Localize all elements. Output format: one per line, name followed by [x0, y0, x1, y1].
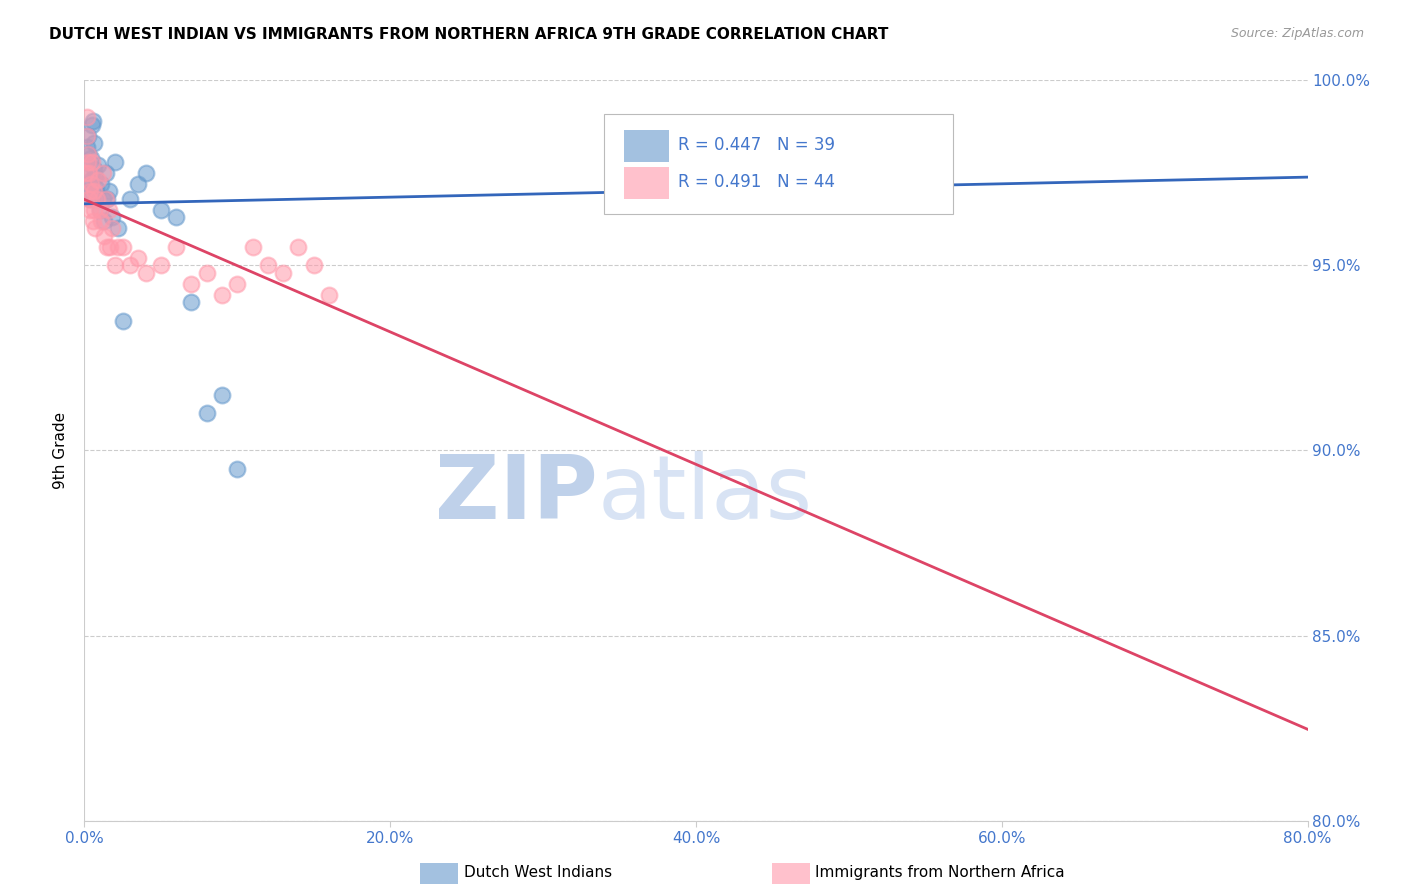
Point: [165, 211, 187, 225]
Point: [960, 62, 983, 77]
Point: [211, 288, 233, 302]
Point: [84, 169, 107, 184]
Point: [77, 177, 100, 191]
Point: [83, 202, 105, 217]
Point: [87, 158, 110, 172]
Point: [77, 192, 100, 206]
Point: [149, 258, 172, 272]
Text: ZIP: ZIP: [436, 451, 598, 539]
Point: [226, 462, 249, 476]
Point: [97, 184, 120, 198]
Point: [120, 258, 142, 272]
Point: [83, 184, 105, 198]
Point: [96, 240, 118, 254]
Point: [77, 147, 100, 161]
Point: [82, 214, 104, 228]
Point: [91, 192, 114, 206]
Point: [83, 136, 105, 151]
Point: [120, 192, 142, 206]
Point: [195, 266, 218, 280]
Point: [242, 240, 264, 254]
Point: [86, 188, 108, 202]
Point: [79, 202, 101, 217]
Point: [80, 154, 103, 169]
Point: [80, 173, 103, 187]
Text: DUTCH WEST INDIAN VS IMMIGRANTS FROM NORTHERN AFRICA 9TH GRADE CORRELATION CHART: DUTCH WEST INDIAN VS IMMIGRANTS FROM NOR…: [49, 27, 889, 42]
Point: [111, 240, 134, 254]
Point: [107, 240, 129, 254]
Point: [96, 192, 118, 206]
Text: Source: ZipAtlas.com: Source: ZipAtlas.com: [1230, 27, 1364, 40]
Point: [75, 166, 97, 180]
Point: [318, 288, 340, 302]
Point: [80, 118, 103, 132]
Point: [80, 177, 103, 191]
Point: [98, 240, 121, 254]
Point: [97, 202, 120, 217]
Point: [77, 166, 100, 180]
Point: [76, 154, 98, 169]
Point: [76, 110, 98, 124]
Point: [271, 266, 294, 280]
Point: [76, 128, 98, 143]
Point: [195, 407, 218, 421]
Point: [104, 154, 127, 169]
Point: [135, 166, 157, 180]
Point: [165, 240, 187, 254]
Point: [94, 192, 117, 206]
Point: [101, 221, 124, 235]
Point: [76, 128, 98, 143]
Point: [149, 202, 172, 217]
Point: [111, 314, 134, 328]
Point: [87, 173, 110, 187]
Point: [79, 192, 101, 206]
Point: [226, 277, 249, 291]
Point: [180, 277, 202, 291]
Y-axis label: 9th Grade: 9th Grade: [53, 412, 69, 489]
Point: [89, 202, 111, 217]
Point: [90, 177, 112, 191]
FancyBboxPatch shape: [624, 130, 669, 162]
Point: [302, 258, 325, 272]
Point: [89, 202, 111, 217]
Point: [101, 211, 124, 225]
Point: [82, 114, 104, 128]
Point: [76, 140, 98, 154]
Point: [104, 258, 127, 272]
Point: [79, 184, 101, 198]
Text: R = 0.491   N = 44: R = 0.491 N = 44: [678, 173, 835, 192]
Point: [257, 258, 280, 272]
Point: [79, 184, 101, 198]
Point: [86, 192, 108, 206]
Point: [93, 228, 115, 243]
Point: [94, 166, 117, 180]
Point: [80, 151, 103, 165]
Point: [127, 251, 149, 265]
Text: Immigrants from Northern Africa: Immigrants from Northern Africa: [815, 865, 1066, 880]
Point: [287, 240, 309, 254]
Point: [84, 180, 107, 194]
FancyBboxPatch shape: [605, 113, 953, 213]
Point: [83, 162, 105, 177]
Point: [84, 221, 107, 235]
Point: [91, 166, 114, 180]
Point: [90, 214, 112, 228]
Text: R = 0.447   N = 39: R = 0.447 N = 39: [678, 136, 835, 154]
Point: [77, 166, 100, 180]
Text: atlas: atlas: [598, 451, 813, 539]
FancyBboxPatch shape: [624, 167, 669, 200]
Point: [76, 154, 98, 169]
Point: [127, 177, 149, 191]
Point: [211, 388, 233, 402]
Text: Dutch West Indians: Dutch West Indians: [464, 865, 612, 880]
Point: [107, 221, 129, 235]
Point: [180, 295, 202, 310]
Point: [93, 214, 115, 228]
Point: [135, 266, 157, 280]
Point: [77, 147, 100, 161]
